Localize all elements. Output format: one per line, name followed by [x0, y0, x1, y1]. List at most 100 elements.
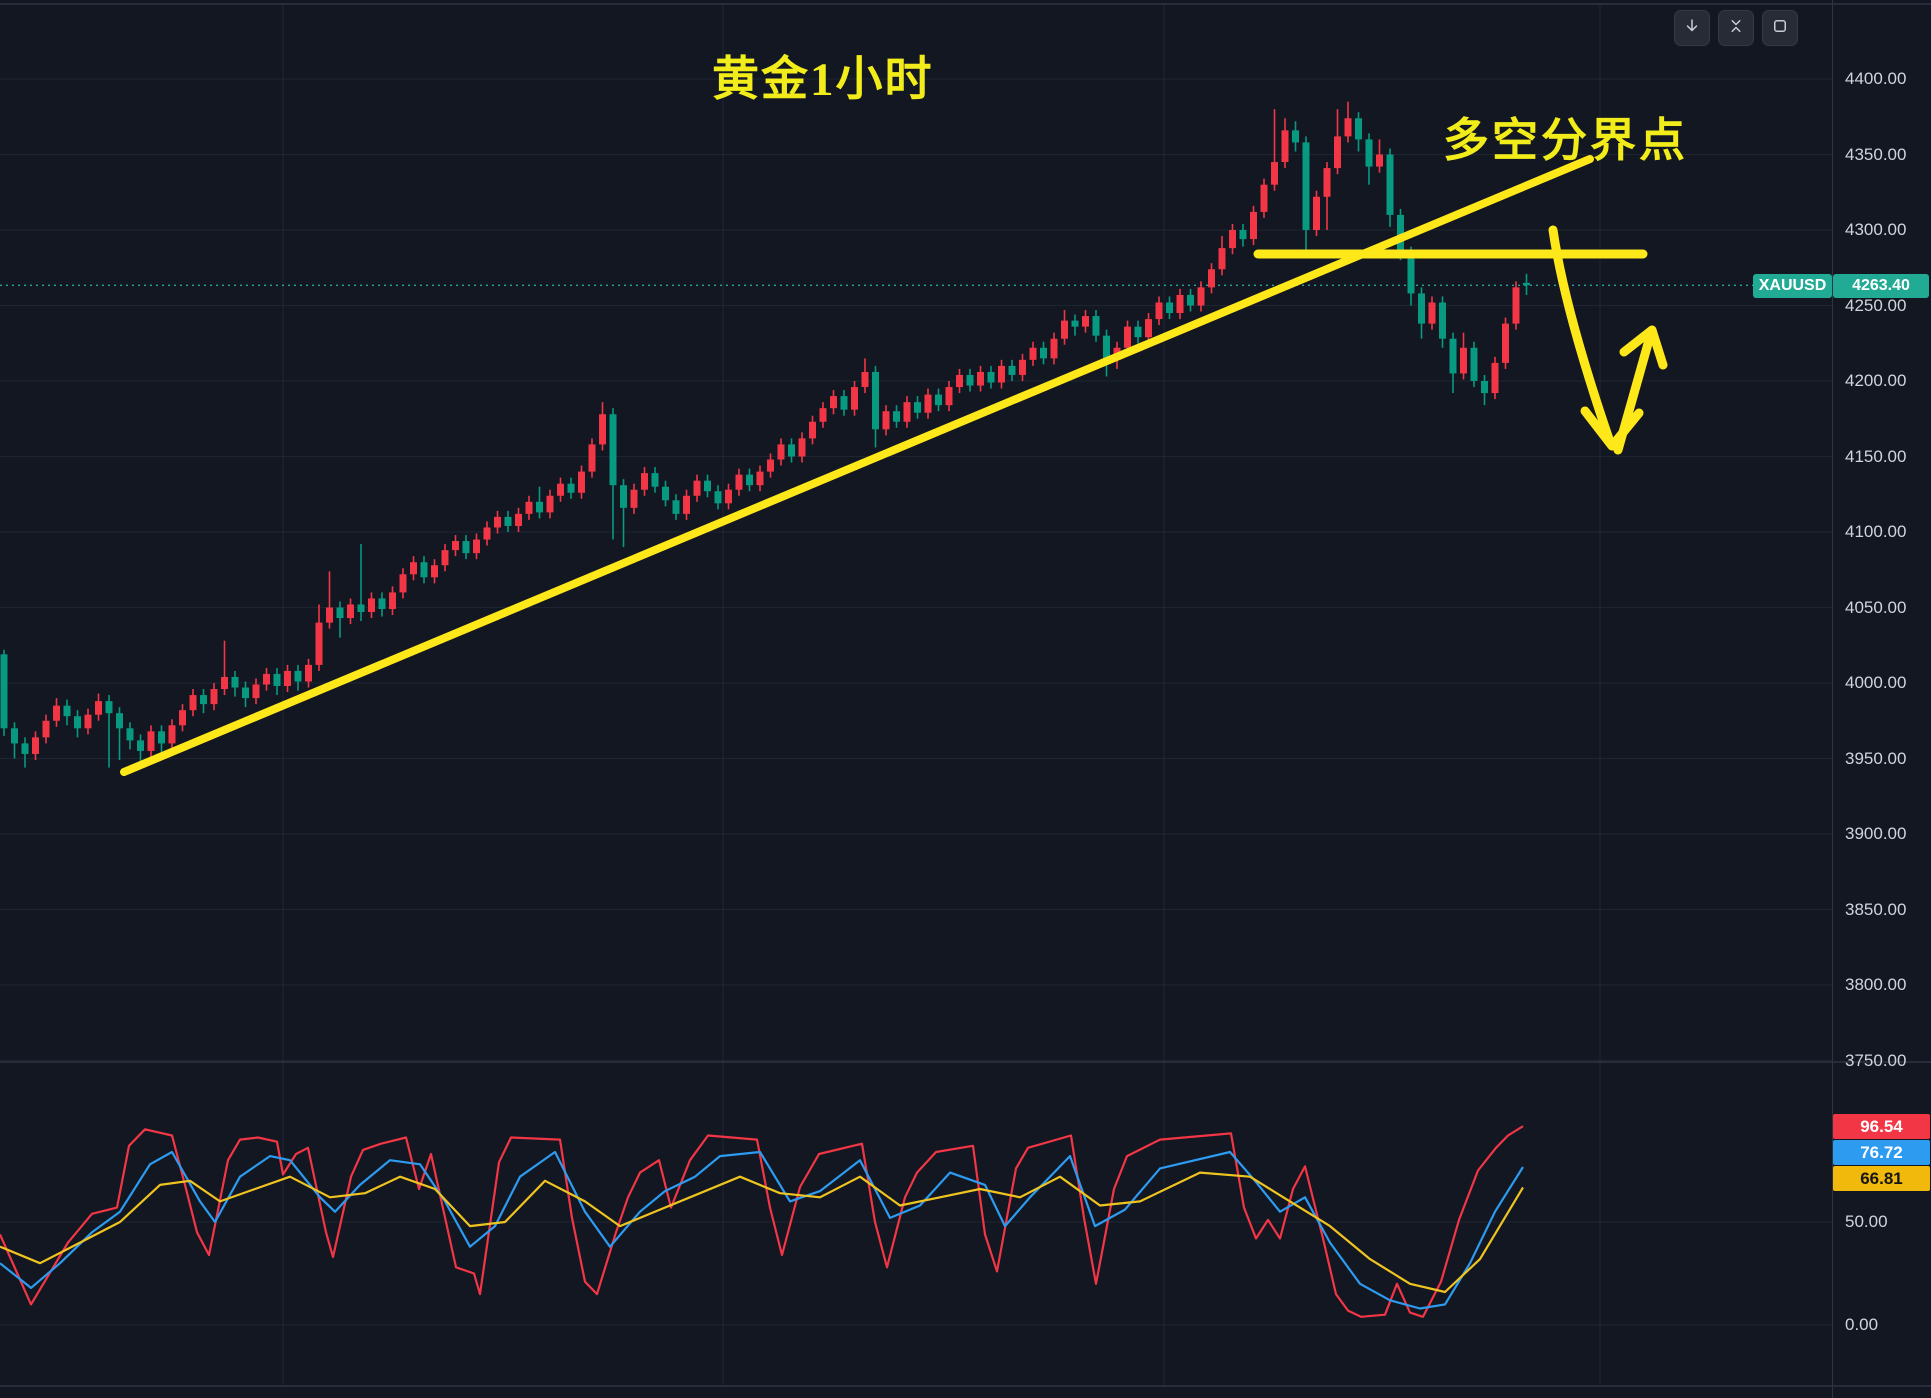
candle [557, 477, 564, 502]
candle [725, 483, 732, 510]
candle [1271, 109, 1278, 191]
candle [105, 695, 113, 768]
candle [168, 719, 176, 750]
candle [326, 571, 333, 629]
candle [893, 405, 900, 428]
symbol-label: XAUUSD [1753, 274, 1832, 298]
candle [798, 432, 806, 463]
candle [32, 731, 39, 761]
candle [305, 658, 312, 688]
candle [200, 689, 207, 714]
candle [714, 485, 722, 510]
candle [1187, 288, 1194, 312]
trendline [120, 155, 1594, 776]
candle [683, 489, 690, 520]
price-axis-label: 3750.00 [1845, 1050, 1907, 1070]
candle [1323, 162, 1331, 230]
candle [1376, 139, 1383, 173]
candle [441, 544, 449, 572]
candle [1082, 310, 1089, 333]
down-arrow [1548, 225, 1615, 447]
candle [924, 388, 932, 419]
candle [1386, 148, 1394, 227]
candle [494, 510, 501, 534]
kdj-line-J [0, 1171, 1524, 1294]
chart-toolbar [1674, 10, 1798, 46]
unfold-less-icon [1727, 17, 1745, 40]
price-axis[interactable]: 4400.00 4350.00 4300.00 4250.00 4200.00 4150.… [1832, 0, 1931, 1398]
candle [483, 521, 491, 546]
candle [263, 667, 270, 691]
candle [987, 365, 995, 389]
candle [567, 477, 575, 499]
candle [1439, 296, 1446, 348]
candle [74, 710, 81, 738]
candle [1281, 118, 1289, 169]
candle [693, 474, 701, 502]
candle [998, 359, 1005, 389]
kdj-value-badge: 96.54 [1833, 1114, 1930, 1139]
candle [1218, 236, 1226, 276]
candle [830, 390, 837, 415]
candle [1197, 281, 1205, 312]
collapse-pane-button[interactable] [1718, 10, 1754, 46]
candle [1239, 223, 1247, 247]
price-axis-label: 4100.00 [1845, 522, 1907, 541]
candle [1470, 341, 1478, 388]
candle [956, 368, 963, 394]
maximize-pane-button[interactable] [1762, 10, 1798, 46]
candle [1481, 374, 1488, 406]
candle [620, 479, 627, 548]
candle [158, 725, 165, 753]
candle [809, 415, 816, 445]
candle [368, 592, 375, 619]
candle [861, 358, 869, 394]
candle [0, 649, 8, 736]
price-axis-label: 4250.00 [1845, 295, 1907, 315]
price-axis-label: 4150.00 [1845, 446, 1907, 466]
candle [599, 402, 606, 451]
candle [284, 664, 291, 693]
candle [431, 559, 438, 584]
candle [462, 535, 470, 560]
price-axis-label: 3800.00 [1845, 975, 1907, 994]
candle [1428, 296, 1436, 330]
candle [357, 544, 365, 622]
candle [588, 438, 596, 478]
candle [536, 486, 543, 519]
price-axis-label: 4400.00 [1845, 69, 1907, 88]
candle [914, 396, 921, 419]
candle [420, 556, 428, 584]
candle [641, 467, 648, 496]
candle [242, 681, 249, 708]
candle [840, 390, 848, 416]
candle [1365, 133, 1373, 185]
kdj-value-badge: 66.81 [1833, 1166, 1930, 1191]
candle [231, 670, 239, 697]
candle [1040, 341, 1047, 365]
candle [1502, 317, 1509, 369]
candle [945, 381, 953, 412]
candle [546, 489, 554, 519]
candle [819, 402, 827, 428]
candle [126, 722, 134, 750]
candle [788, 438, 795, 463]
candle [1460, 332, 1467, 380]
candle [399, 568, 407, 599]
candle [1334, 109, 1341, 175]
price-axis-label: 4200.00 [1845, 371, 1907, 390]
candlestick-series[interactable] [0, 101, 1531, 768]
candle [672, 494, 680, 520]
hand-drawings[interactable] [120, 155, 1668, 776]
candle [1145, 313, 1152, 344]
candle [63, 699, 71, 726]
candle [179, 704, 186, 732]
candle [147, 725, 155, 757]
candle [1491, 356, 1499, 400]
scroll-to-recent-button[interactable] [1674, 10, 1710, 46]
last-price-value: 4263.40 [1833, 274, 1929, 298]
indicator-axis-label: 0.00 [1845, 1315, 1879, 1334]
candle [756, 465, 764, 492]
candle [1418, 287, 1425, 339]
